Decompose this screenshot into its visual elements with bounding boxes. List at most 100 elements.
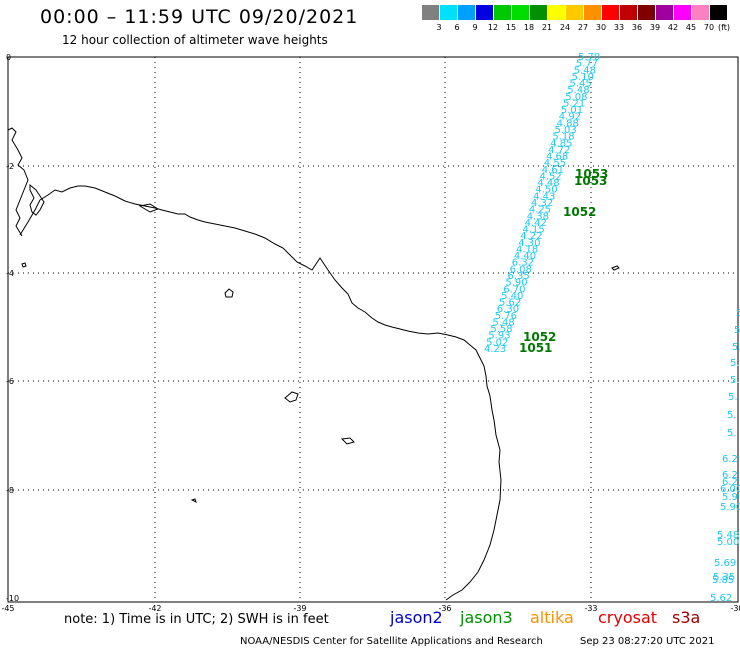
track-swh-label: 5.10 [572, 72, 594, 83]
island-2 [284, 391, 299, 403]
track-swh-label: 5.35 [713, 572, 735, 583]
track-swh-label: 6.2 [722, 470, 738, 481]
scale-swatch [638, 5, 655, 20]
scale-swatch [656, 5, 673, 20]
scale-swatch [530, 5, 547, 20]
scale-tick-label: 6 [454, 23, 460, 32]
track-swh-label: 5.9 [722, 492, 738, 503]
track-swh-label: 5. [727, 428, 737, 439]
cycle-number-label: 1053 [575, 167, 608, 181]
island-6 [21, 262, 27, 268]
cycle-number-label: 1053 [574, 174, 607, 188]
longitude-tick-label: -33 [584, 604, 597, 613]
track-swh-label: 5.70 [578, 52, 600, 63]
longitude-tick-label: -39 [293, 604, 306, 613]
scale-swatch [692, 5, 709, 20]
track-swh-label: 4.32 [531, 198, 553, 209]
track-swh-label: 6.2 [722, 477, 738, 488]
track-swh-label: 5.18 [552, 132, 574, 143]
track-swh-label: 5.40 [501, 291, 523, 302]
coastline-main [19, 185, 502, 601]
track-swh-label: 6.30 [497, 304, 519, 315]
footer-note: note: 1) Time is in UTC; 2) SWH is in fe… [64, 612, 329, 627]
track-swh-label: 5. [727, 410, 737, 421]
satellite-legend-altika: altika [530, 608, 574, 627]
map-frame [7, 56, 739, 603]
scale-tick-label: 21 [541, 23, 553, 32]
track-swh-label: 4.50 [535, 185, 557, 196]
track-swh-label: 4.92 [559, 112, 581, 123]
track-swh-label: 4.15 [523, 225, 545, 236]
scale-tick-label: 70 [703, 23, 715, 32]
satellite-legend-cryosat: cryosat [598, 608, 658, 627]
track-swh-label: 4.55 [544, 158, 566, 169]
track-swh-label: 5. [732, 342, 740, 353]
latitude-tick-label: -10 [6, 594, 19, 603]
track-swh-label: 5.03 [555, 125, 577, 136]
scale-unit: (ft) [718, 23, 731, 32]
scale-swatch [458, 5, 475, 20]
scale-tick-label: 15 [505, 23, 517, 32]
scale-swatch [602, 5, 619, 20]
track-swh-label: 5.90 [720, 502, 740, 513]
scale-tick-label: 24 [559, 23, 571, 32]
track-swh-label: 5.85 [712, 575, 734, 586]
coastline-northwest [7, 127, 29, 237]
credit-line: NOAA/NESDIS Center for Satellite Applica… [240, 636, 543, 647]
track-swh-label: 4.25 [529, 205, 551, 216]
scale-swatch [422, 5, 439, 20]
satellite-legend-jason3: jason3 [460, 608, 513, 627]
track-swh-label: 6.35 [508, 271, 530, 282]
track-swh-label: 5.21 [563, 99, 585, 110]
track-swh-label: 4.30 [518, 238, 540, 249]
latitude-tick-label: -8 [6, 486, 14, 495]
track-swh-label: 5.48 [574, 65, 596, 76]
latitude-tick-label: -4 [6, 269, 14, 278]
scale-tick-label: 3 [436, 23, 442, 32]
track-swh-label: 4.42 [525, 218, 547, 229]
track-swh-label: 4.38 [527, 211, 549, 222]
axis-tick-labels: -45 -42 -39 -36 -33 -30 0 -2 -4 -6 -8 -10 [1, 53, 740, 613]
track-swh-label: 5.69 [714, 558, 736, 569]
scale-tick-label: 9 [472, 23, 478, 32]
altimeter-tracks: 5.705.775.485.105.455.485.085.215.014.92… [484, 52, 740, 604]
track-swh-label: 6.70 [503, 284, 525, 295]
track-swh-label: 6.2 [722, 454, 738, 465]
track-swh-label: 5.08 [565, 92, 587, 103]
scale-swatch [710, 5, 727, 20]
track-swh-label: 6.08 [510, 264, 532, 275]
scale-tick-label: 33 [613, 23, 625, 32]
track-swh-label: 4.23 [484, 344, 506, 355]
longitude-tick-label: -42 [148, 604, 161, 613]
generated-timestamp: Sep 23 08:27:20 UTC 2021 [580, 636, 715, 647]
scale-tick-label: 18 [523, 23, 535, 32]
scale-swatch [548, 5, 565, 20]
track-swh-label: 5.58 [490, 324, 512, 335]
latitude-tick-label: -6 [6, 377, 14, 386]
track-swh-label: 5. [734, 325, 740, 336]
island-7 [190, 498, 197, 503]
track-swh-label: 6.32 [512, 258, 534, 269]
track-swh-label: 4.72 [548, 145, 570, 156]
track-swh-label: 5.45 [570, 79, 592, 90]
island-4 [138, 203, 160, 213]
track-swh-label: 4.40 [514, 251, 536, 262]
coastline-bay [29, 183, 45, 216]
track-swh-label: 4.43 [533, 191, 555, 202]
track-swh-label: 5.90 [505, 278, 527, 289]
coastline [7, 127, 502, 601]
islands [21, 203, 620, 503]
latitude-tick-label: -2 [6, 162, 14, 171]
cycle-number-label: 1052 [563, 205, 596, 219]
track-swh-label: 5. [730, 375, 740, 386]
track-swh-label: 4.52 [540, 172, 562, 183]
graticule [8, 57, 738, 602]
track-swh-label: 4.88 [557, 118, 579, 129]
track-swh-label: 5.48 [717, 530, 739, 541]
track-swh-label: 4.22 [520, 231, 542, 242]
island-1 [224, 288, 234, 298]
scale-swatch [476, 5, 493, 20]
scale-swatch [566, 5, 583, 20]
track-swh-label: 4.68 [546, 152, 568, 163]
